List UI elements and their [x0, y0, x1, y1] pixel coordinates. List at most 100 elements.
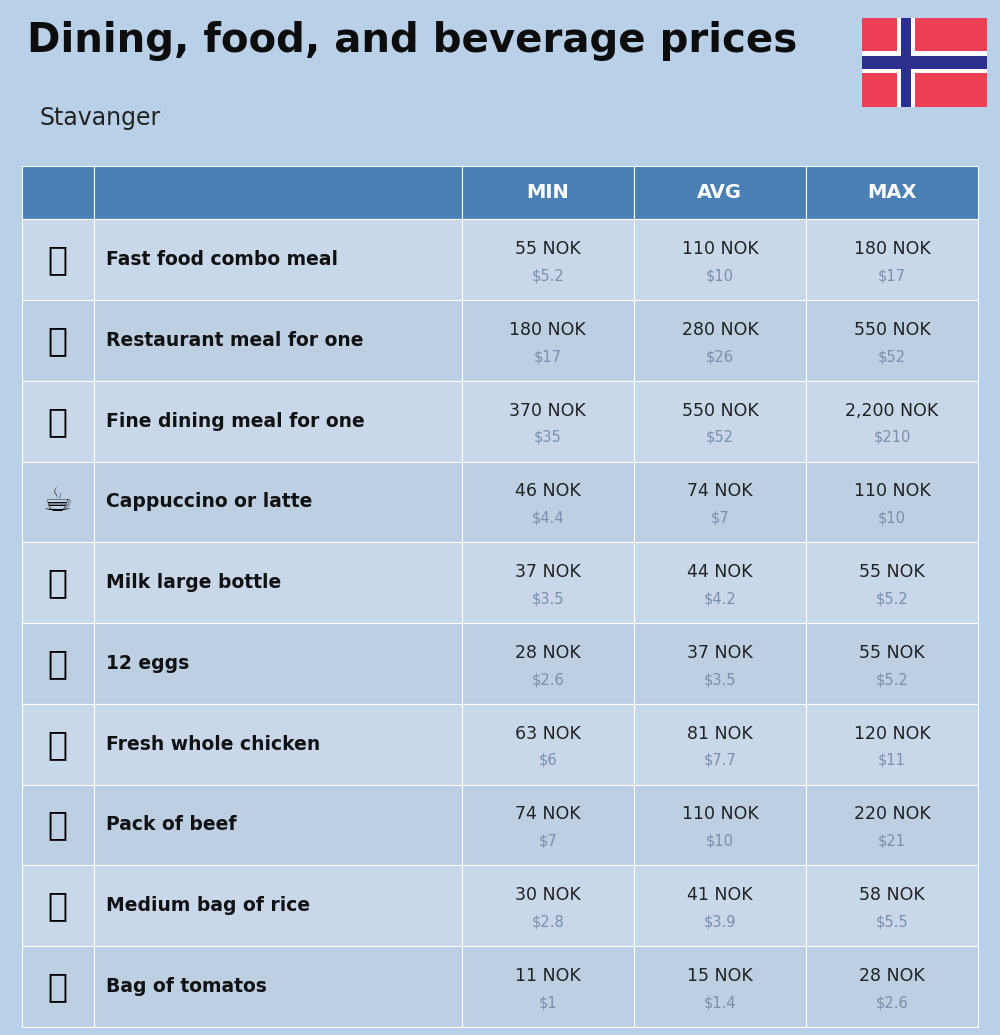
Bar — [806, 300, 978, 381]
Text: 🥛: 🥛 — [48, 566, 68, 599]
Bar — [806, 623, 978, 704]
Text: $2.8: $2.8 — [531, 914, 564, 929]
Text: $52: $52 — [878, 349, 906, 364]
Text: $2.6: $2.6 — [531, 672, 564, 687]
Text: Milk large bottle: Milk large bottle — [106, 573, 281, 592]
Bar — [22, 704, 94, 785]
Text: $10: $10 — [706, 833, 734, 849]
Bar — [806, 785, 978, 865]
Bar — [900, 18, 911, 107]
Bar — [94, 381, 462, 462]
Bar — [806, 381, 978, 462]
Bar — [634, 785, 806, 865]
Bar — [22, 166, 94, 219]
Text: Bag of tomatos: Bag of tomatos — [106, 977, 267, 996]
Text: 280 NOK: 280 NOK — [682, 321, 758, 339]
Bar — [22, 865, 94, 946]
Bar — [94, 704, 462, 785]
Text: 550 NOK: 550 NOK — [682, 402, 758, 420]
Text: 15 NOK: 15 NOK — [687, 967, 753, 985]
Bar — [22, 381, 94, 462]
Text: $17: $17 — [534, 349, 562, 364]
Text: $10: $10 — [706, 268, 734, 284]
Text: Fresh whole chicken: Fresh whole chicken — [106, 735, 320, 753]
Text: $7: $7 — [711, 510, 729, 526]
Text: 180 NOK: 180 NOK — [509, 321, 586, 339]
Text: $7: $7 — [538, 833, 557, 849]
Text: 28 NOK: 28 NOK — [859, 967, 925, 985]
Text: $5.5: $5.5 — [876, 914, 908, 929]
Bar — [94, 865, 462, 946]
Bar — [462, 704, 634, 785]
Text: 120 NOK: 120 NOK — [854, 724, 930, 743]
Bar — [862, 18, 987, 107]
Bar — [462, 785, 634, 865]
Bar — [634, 704, 806, 785]
Text: $7.7: $7.7 — [703, 752, 736, 768]
Bar — [462, 946, 634, 1027]
Bar — [634, 166, 806, 219]
Text: 55 NOK: 55 NOK — [859, 563, 925, 582]
Bar — [634, 219, 806, 300]
Text: 🍽️: 🍽️ — [48, 405, 68, 438]
Bar — [22, 946, 94, 1027]
Bar — [806, 946, 978, 1027]
Text: 110 NOK: 110 NOK — [854, 482, 930, 501]
Bar — [94, 946, 462, 1027]
Text: $2.6: $2.6 — [876, 995, 908, 1010]
Text: 🍅: 🍅 — [48, 970, 68, 1003]
Bar — [634, 300, 806, 381]
Text: AVG: AVG — [697, 183, 742, 202]
Bar — [806, 865, 978, 946]
Text: 37 NOK: 37 NOK — [687, 644, 753, 662]
Text: 44 NOK: 44 NOK — [687, 563, 753, 582]
Text: 55 NOK: 55 NOK — [515, 240, 581, 259]
Text: 55 NOK: 55 NOK — [859, 644, 925, 662]
Bar — [462, 462, 634, 542]
Bar — [94, 166, 462, 219]
Text: 🥩: 🥩 — [48, 808, 68, 841]
Bar — [94, 219, 462, 300]
Bar — [94, 462, 462, 542]
Text: $3.9: $3.9 — [704, 914, 736, 929]
Bar — [806, 166, 978, 219]
Text: $6: $6 — [538, 752, 557, 768]
Bar — [462, 542, 634, 623]
Text: 41 NOK: 41 NOK — [687, 886, 753, 905]
Text: Dining, food, and beverage prices: Dining, food, and beverage prices — [27, 21, 797, 61]
Bar — [22, 219, 94, 300]
Bar — [806, 219, 978, 300]
Bar — [462, 300, 634, 381]
Bar — [462, 219, 634, 300]
Text: Fast food combo meal: Fast food combo meal — [106, 250, 338, 269]
Text: $210: $210 — [873, 430, 911, 445]
Text: 46 NOK: 46 NOK — [515, 482, 581, 501]
Text: $1.4: $1.4 — [704, 995, 736, 1010]
Text: 110 NOK: 110 NOK — [682, 805, 758, 824]
Bar — [462, 865, 634, 946]
Text: $5.2: $5.2 — [876, 591, 908, 607]
Text: $5.2: $5.2 — [531, 268, 564, 284]
Text: 220 NOK: 220 NOK — [854, 805, 930, 824]
Text: 30 NOK: 30 NOK — [515, 886, 581, 905]
Text: Fine dining meal for one: Fine dining meal for one — [106, 412, 364, 431]
Bar — [634, 542, 806, 623]
Text: 🍚: 🍚 — [48, 889, 68, 922]
Text: 🥚: 🥚 — [48, 647, 68, 680]
Bar — [634, 623, 806, 704]
Text: 550 NOK: 550 NOK — [854, 321, 930, 339]
Bar — [22, 542, 94, 623]
Bar — [462, 623, 634, 704]
Bar — [806, 704, 978, 785]
Text: $52: $52 — [706, 430, 734, 445]
Text: 81 NOK: 81 NOK — [687, 724, 753, 743]
Bar — [22, 300, 94, 381]
Bar — [462, 166, 634, 219]
Bar — [897, 18, 914, 107]
Text: 370 NOK: 370 NOK — [509, 402, 586, 420]
Text: $17: $17 — [878, 268, 906, 284]
Bar — [22, 785, 94, 865]
Text: Medium bag of rice: Medium bag of rice — [106, 896, 310, 915]
Text: 63 NOK: 63 NOK — [515, 724, 581, 743]
Bar — [94, 623, 462, 704]
